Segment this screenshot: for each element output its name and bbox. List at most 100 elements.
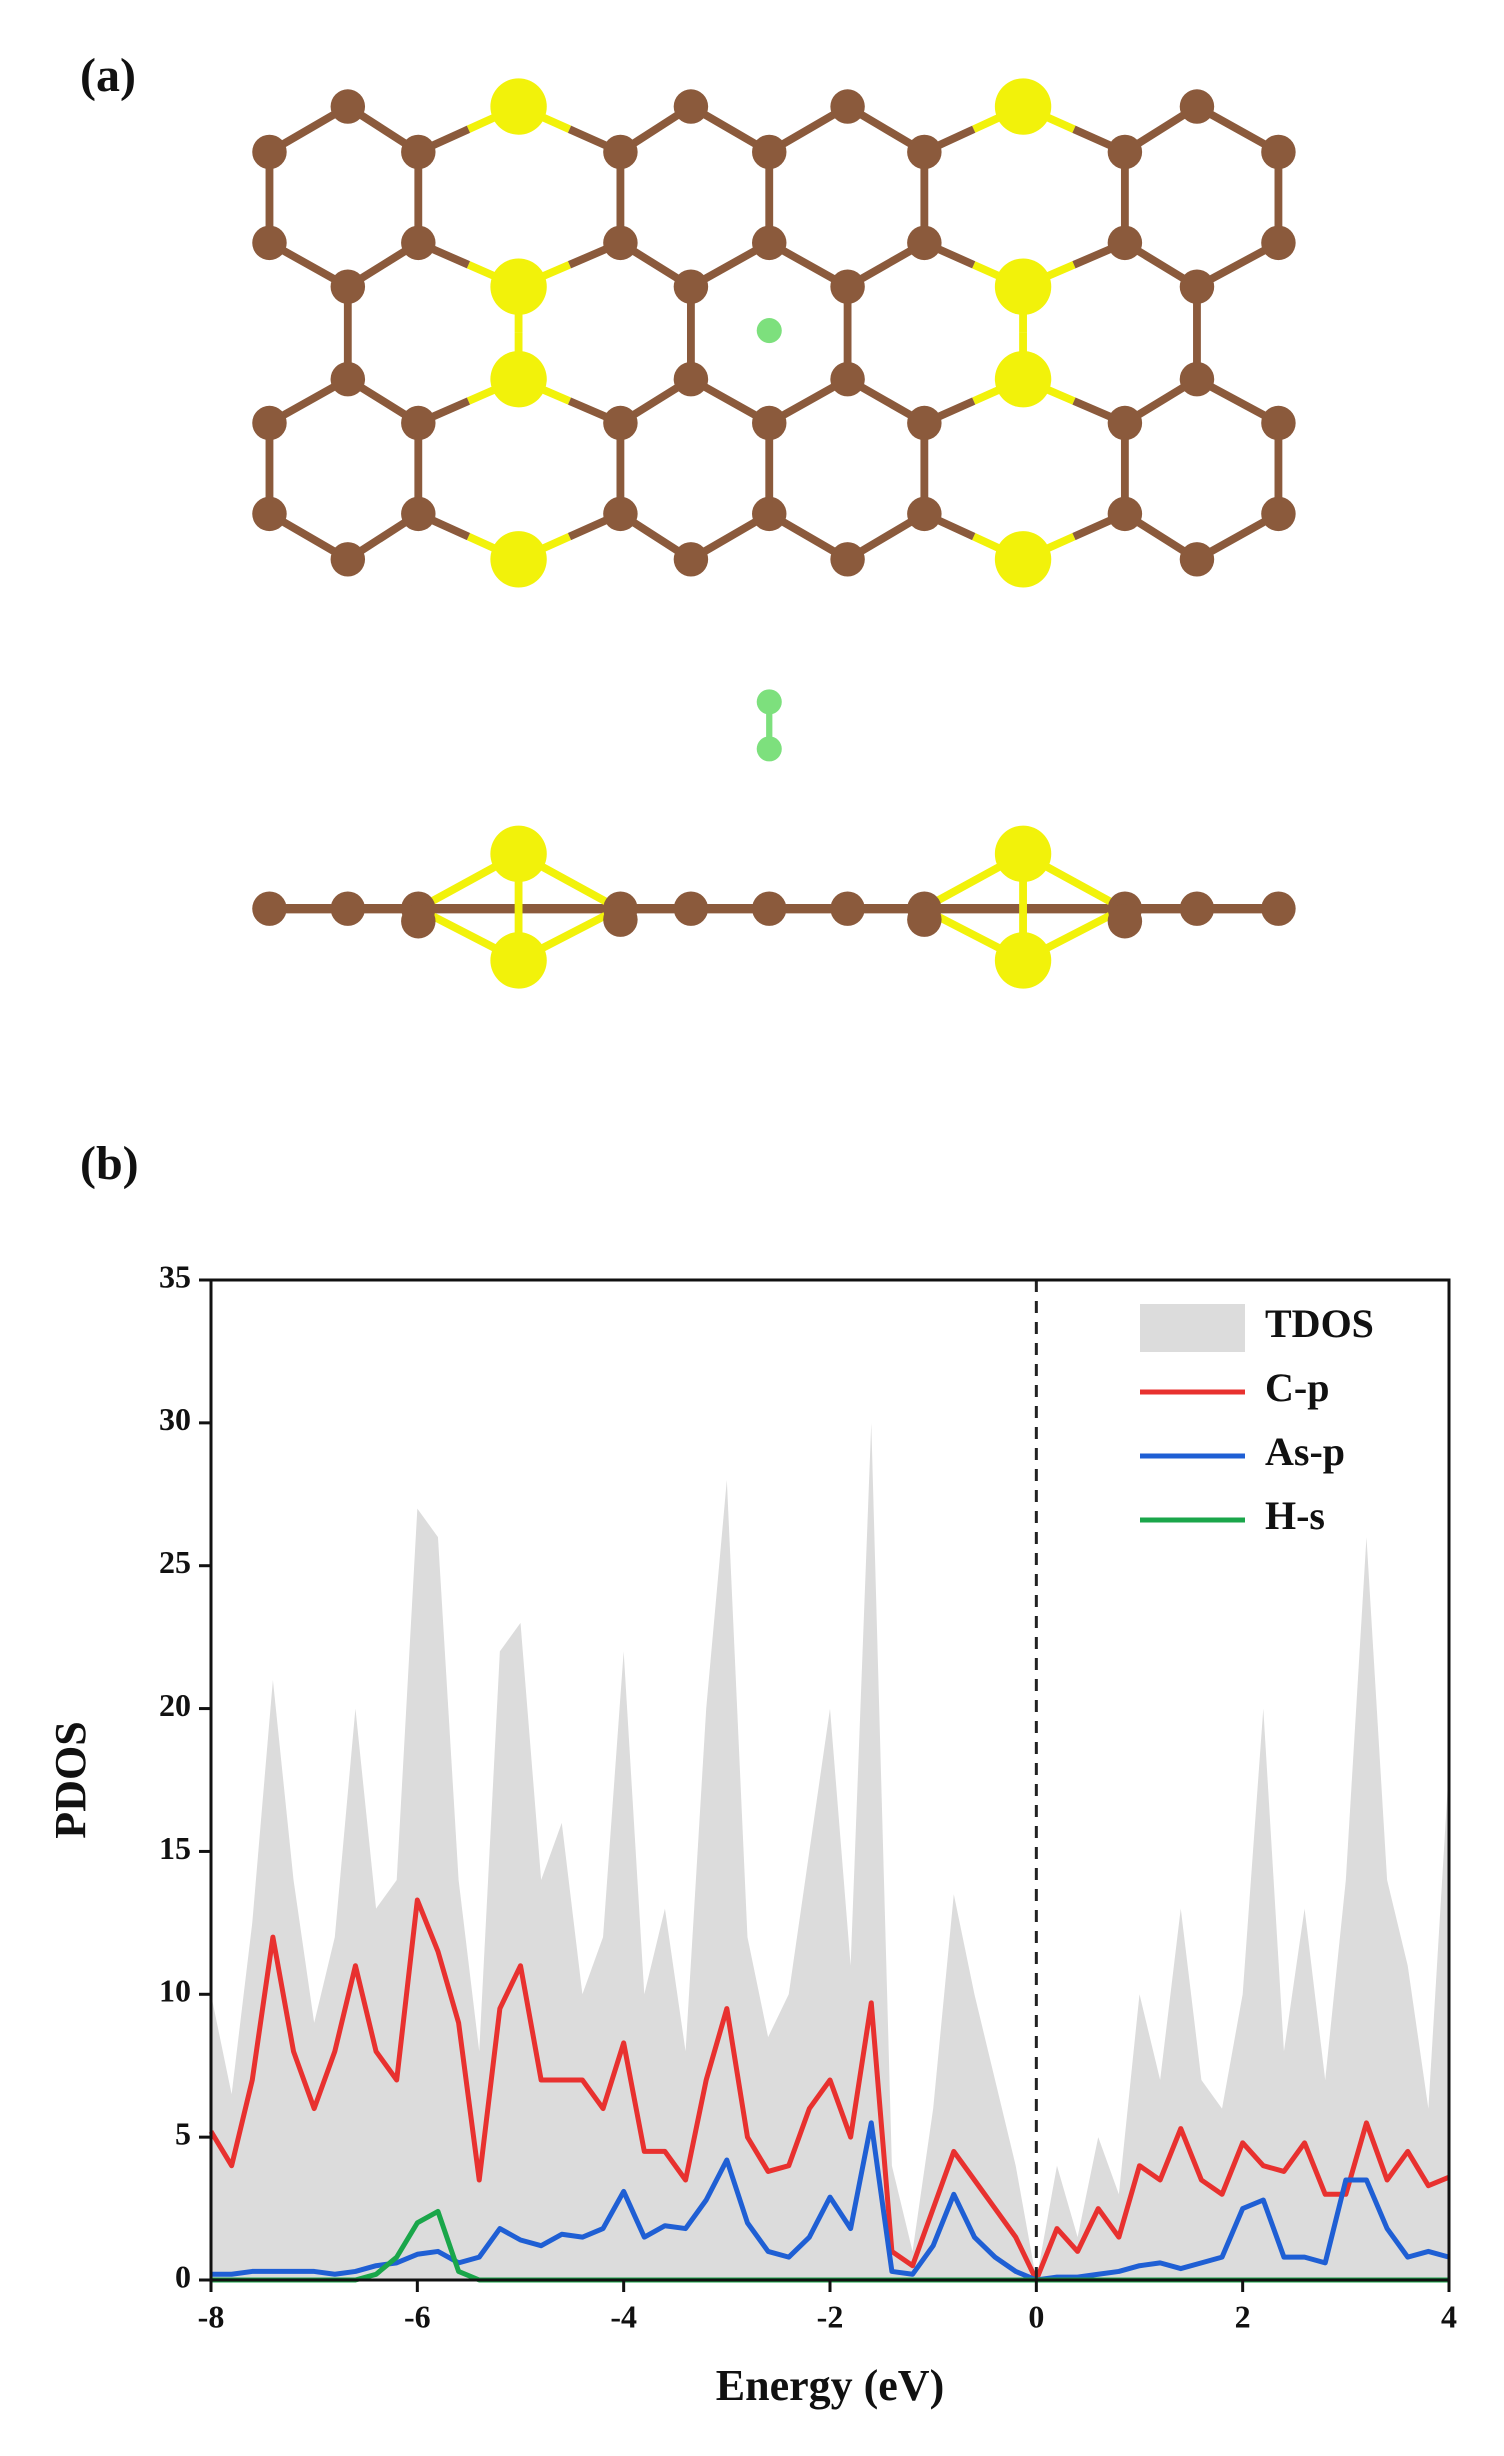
x-tick-label: -8 bbox=[198, 2298, 225, 2334]
carbon-atom bbox=[330, 361, 366, 397]
carbon-atom bbox=[603, 902, 638, 937]
carbon-atom bbox=[752, 405, 787, 441]
sulfur-atom bbox=[994, 78, 1052, 135]
carbon-atom bbox=[252, 134, 287, 170]
carbon-atom bbox=[1261, 405, 1296, 441]
carbon-atom bbox=[830, 269, 865, 304]
structure bbox=[252, 78, 1296, 989]
carbon-atom bbox=[907, 225, 942, 261]
carbon-atom bbox=[401, 496, 436, 532]
carbon-atom bbox=[401, 903, 436, 939]
x-tick-label: -4 bbox=[610, 2298, 637, 2334]
carbon-atom bbox=[752, 496, 787, 532]
hydrogen-atom bbox=[756, 736, 782, 762]
carbon-atom bbox=[401, 405, 436, 441]
carbon-atom bbox=[907, 405, 942, 441]
carbon-atom bbox=[1179, 269, 1215, 304]
sulfur-atom bbox=[490, 825, 547, 883]
carbon-atom bbox=[830, 361, 865, 397]
carbon-atom bbox=[603, 134, 638, 170]
carbon-atom bbox=[603, 225, 638, 261]
panel-label: (b) bbox=[80, 1137, 139, 1190]
legend-swatch bbox=[1140, 1304, 1245, 1352]
sulfur-atom bbox=[994, 932, 1052, 989]
sulfur-atom bbox=[994, 531, 1052, 588]
carbon-atom bbox=[907, 496, 942, 532]
carbon-atom bbox=[1179, 891, 1215, 926]
sulfur-atom bbox=[994, 825, 1052, 883]
y-tick-label: 10 bbox=[159, 1973, 191, 2009]
legend-label: C-p bbox=[1265, 1365, 1329, 1410]
y-tick-label: 20 bbox=[159, 1687, 191, 1723]
carbon-atom bbox=[1179, 361, 1215, 397]
carbon-atom bbox=[907, 134, 942, 170]
carbon-atom bbox=[401, 134, 436, 170]
x-tick-label: 2 bbox=[1235, 2298, 1251, 2334]
x-tick-label: -6 bbox=[404, 2298, 431, 2334]
carbon-atom bbox=[752, 891, 787, 926]
carbon-atom bbox=[401, 225, 436, 261]
sulfur-atom bbox=[490, 258, 547, 315]
x-tick-label: 0 bbox=[1028, 2298, 1044, 2334]
x-axis-label: Energy (eV) bbox=[716, 2361, 945, 2410]
sulfur-atom bbox=[490, 350, 547, 408]
carbon-atom bbox=[330, 269, 366, 304]
carbon-atom bbox=[1107, 405, 1143, 441]
carbon-atom bbox=[673, 89, 709, 124]
sulfur-atom bbox=[994, 258, 1052, 315]
carbon-atom bbox=[673, 542, 709, 577]
carbon-atom bbox=[330, 89, 366, 124]
carbon-atom bbox=[673, 269, 709, 304]
carbon-atom bbox=[752, 134, 787, 170]
y-tick-label: 25 bbox=[159, 1544, 191, 1580]
plot-area bbox=[208, 1422, 1450, 2283]
x-tick-label: -2 bbox=[817, 2298, 844, 2334]
y-tick-label: 30 bbox=[159, 1401, 191, 1437]
carbon-atom bbox=[1107, 903, 1143, 939]
carbon-atom bbox=[1179, 89, 1215, 124]
y-tick-label: 0 bbox=[175, 2258, 191, 2294]
carbon-atom bbox=[830, 542, 865, 577]
panel-label: (a) bbox=[80, 49, 136, 102]
line bbox=[211, 2120, 1450, 2283]
carbon-atom bbox=[252, 496, 287, 532]
y-tick-label: 35 bbox=[159, 1258, 191, 1294]
carbon-atom bbox=[1107, 225, 1143, 261]
sulfur-atom bbox=[490, 932, 547, 989]
carbon-atom bbox=[673, 891, 709, 926]
carbon-atom bbox=[252, 405, 287, 441]
legend-label: H-s bbox=[1265, 1493, 1325, 1538]
carbon-atom bbox=[1261, 891, 1296, 926]
area bbox=[211, 1422, 1449, 2280]
carbon-atom bbox=[1261, 225, 1296, 261]
carbon-atom bbox=[1179, 542, 1215, 577]
carbon-atom bbox=[752, 225, 787, 261]
legend-label: TDOS bbox=[1265, 1301, 1374, 1346]
sulfur-atom bbox=[994, 350, 1052, 408]
y-tick-label: 15 bbox=[159, 1830, 191, 1866]
carbon-atom bbox=[603, 405, 638, 441]
carbon-atom bbox=[330, 891, 366, 926]
carbon-atom bbox=[603, 496, 638, 532]
carbon-atom bbox=[252, 891, 287, 926]
carbon-atom bbox=[830, 89, 865, 124]
y-axis-label: PDOS bbox=[46, 1721, 95, 1838]
hydrogen-atom bbox=[756, 689, 782, 715]
line bbox=[208, 1897, 1450, 2283]
chart: -8 -6 -4 -2 0 2 4 0 5 10 15 20 25 30 35 Energy (eV) PDOS… bbox=[46, 1258, 1457, 2410]
sulfur-atom bbox=[490, 531, 547, 588]
carbon-atom bbox=[252, 225, 287, 261]
carbon-atom bbox=[1107, 496, 1143, 532]
carbon-atom bbox=[673, 361, 709, 397]
carbon-atom bbox=[830, 891, 865, 926]
carbon-atom bbox=[907, 902, 942, 937]
y-tick-label: 5 bbox=[175, 2115, 191, 2151]
carbon-atom bbox=[1107, 134, 1143, 170]
carbon-atom bbox=[1261, 496, 1296, 532]
hydrogen-atom bbox=[756, 318, 782, 344]
legend-label: As-p bbox=[1265, 1429, 1345, 1474]
carbon-atom bbox=[330, 542, 366, 577]
x-tick-label: 4 bbox=[1441, 2298, 1457, 2334]
sulfur-atom bbox=[490, 78, 547, 135]
